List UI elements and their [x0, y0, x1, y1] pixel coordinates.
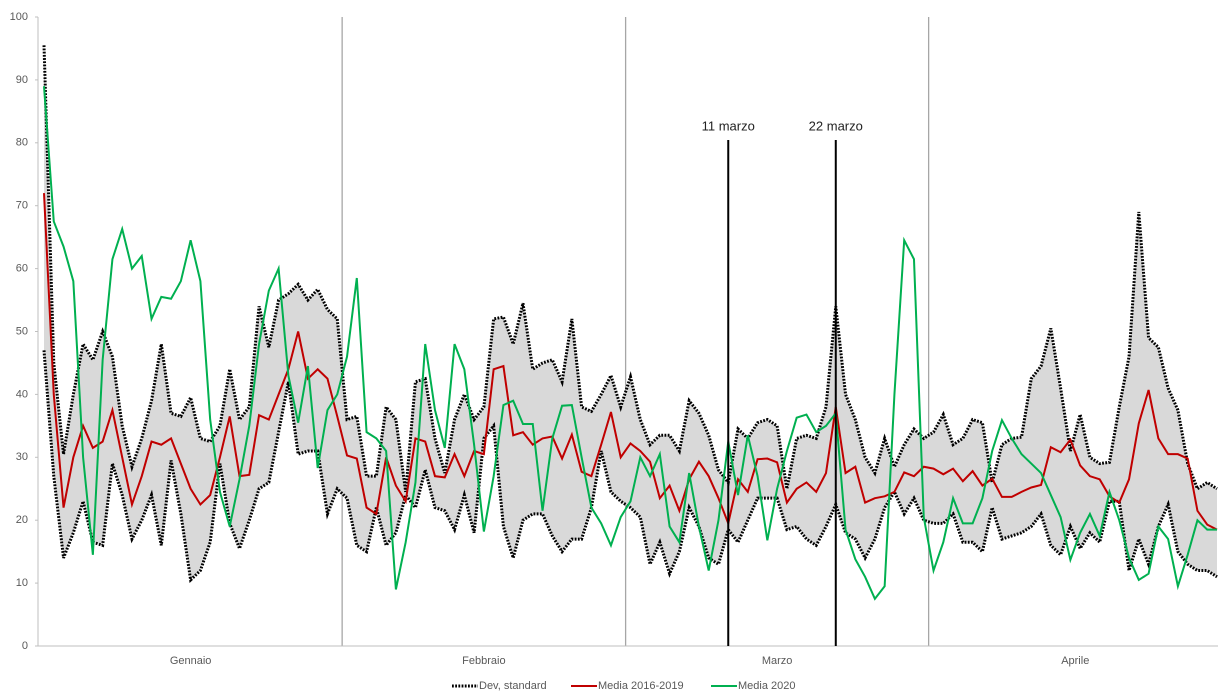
y-tick-label: 60 [16, 263, 28, 275]
series-line [43, 86, 1217, 601]
band-fill [44, 45, 1217, 580]
y-tick-label: 20 [16, 514, 28, 526]
y-tick-label: 40 [16, 388, 28, 400]
y-tick-label: 100 [10, 11, 28, 23]
y-tick-label: 30 [16, 451, 28, 463]
annotation-label: 22 marzo [809, 118, 863, 133]
y-tick-label: 90 [16, 74, 28, 86]
band-lower [42, 350, 1218, 584]
y-tick-label: 80 [16, 137, 28, 149]
y-tick-label: 50 [16, 325, 28, 337]
x-month-label: Gennaio [170, 655, 212, 667]
x-month-label: Aprile [1061, 655, 1089, 667]
y-tick-label: 10 [16, 577, 28, 589]
legend-label: Media 2020 [738, 680, 796, 692]
x-month-label: Marzo [762, 655, 793, 667]
y-tick-label: 0 [22, 640, 28, 652]
annotation-label: 11 marzo [702, 118, 755, 133]
legend-label: Media 2016-2019 [598, 680, 684, 692]
y-tick-label: 70 [16, 200, 28, 212]
legend-label: Dev, standard [479, 680, 547, 692]
x-month-label: Febbraio [462, 655, 505, 667]
band-upper [42, 45, 1218, 493]
